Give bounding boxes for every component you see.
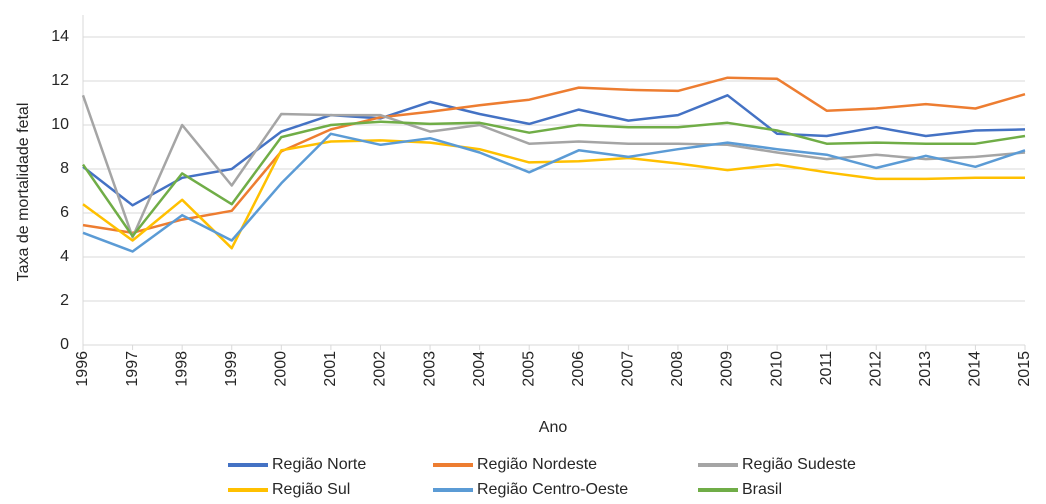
series-line [81,120,1026,238]
x-tick-label: 2001 [322,351,339,387]
y-tick-label: 10 [51,116,69,133]
x-tick-label: 1999 [223,351,240,387]
series-line [81,94,1026,239]
y-tick-label: 8 [60,160,69,177]
x-tick-label: 2004 [471,351,488,387]
legend-label: Região Nordeste [477,456,597,473]
y-tick-label: 6 [60,204,69,221]
x-tick-label: 2007 [620,351,637,387]
x-tick-label: 2006 [570,351,587,387]
x-tick-label: 1998 [173,351,190,387]
y-tick-label: 12 [51,72,69,89]
x-tick-label: 1996 [74,351,91,387]
legend-label: Região Norte [272,456,366,473]
y-axis-label: Taxa de mortalidade fetal [15,103,32,282]
x-tick-label: 2002 [372,351,389,387]
x-tick-label: 2015 [1016,351,1033,387]
legend-label: Brasil [742,481,782,498]
y-tick-label: 14 [51,28,69,45]
x-tick-label: 2003 [421,351,438,387]
series-line [82,132,1026,253]
x-tick-label: 2008 [669,351,686,387]
legend-label: Região Sul [272,481,350,498]
x-tick-label: 2005 [520,351,537,387]
x-tick-label: 2000 [273,351,290,387]
x-tick-label: 1997 [124,351,141,387]
x-tick-label: 2013 [917,351,934,387]
series-line [82,94,1026,207]
y-tick-label: 2 [60,292,69,309]
x-axis-label: Ano [539,419,568,436]
x-tick-label: 2014 [967,351,984,387]
y-tick-label: 0 [60,336,69,353]
x-tick-label: 2009 [719,351,736,387]
x-tick-label: 2012 [867,351,884,387]
x-tick-label: 2011 [818,351,835,386]
legend-label: Região Centro-Oeste [477,481,628,498]
x-tick-label: 2010 [768,351,785,387]
y-tick-label: 4 [60,248,69,265]
series-line [82,76,1026,235]
legend-label: Região Sudeste [742,456,856,473]
